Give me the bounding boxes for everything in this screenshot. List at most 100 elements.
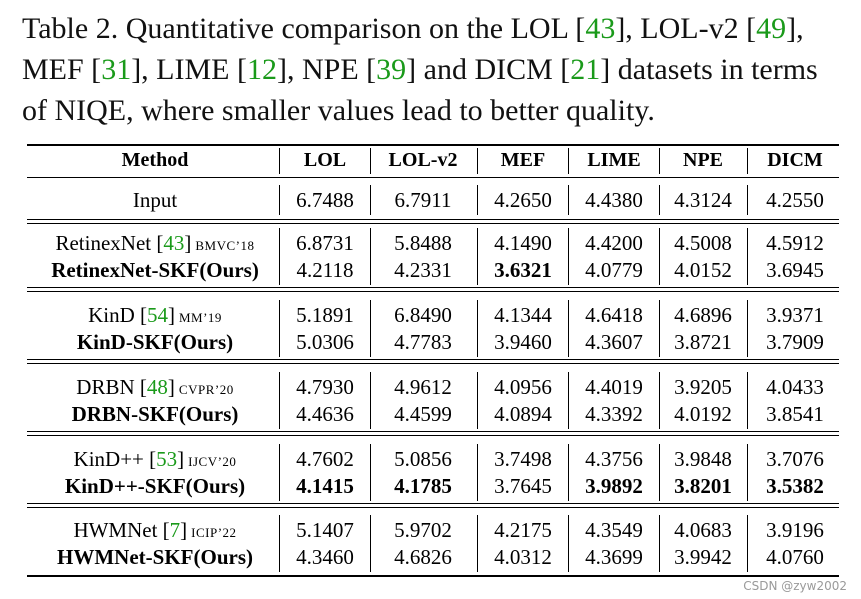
citation-link[interactable]: 39	[376, 53, 407, 86]
value-cell: 4.3460	[296, 545, 354, 569]
column-divider	[659, 300, 660, 357]
venue-label: CVPR’20	[178, 382, 234, 397]
method-name: KinD++	[73, 447, 144, 471]
column-divider	[568, 372, 569, 429]
value-cell: 3.7645	[494, 474, 552, 498]
column-divider	[659, 444, 660, 501]
column-divider	[279, 444, 280, 501]
column-divider	[747, 444, 748, 501]
citation-link[interactable]: 7	[169, 518, 181, 542]
value-cell: 4.6896	[674, 303, 732, 327]
value-cell: 4.1490	[494, 231, 552, 255]
column-divider	[568, 228, 569, 285]
column-divider	[477, 372, 478, 429]
method-cell: RetinexNet [43] BMVC’18	[55, 231, 255, 255]
column-divider	[279, 185, 280, 215]
value-cell: 3.7076	[766, 447, 824, 471]
value-cell: 4.9612	[394, 375, 452, 399]
column-header: LIME	[587, 149, 641, 171]
column-divider	[370, 300, 371, 357]
citation-link[interactable]: 49	[756, 12, 787, 45]
caption-fragment: ], MEF [	[22, 12, 804, 86]
venue-label: MM’19	[178, 310, 222, 325]
column-header: LOL	[303, 149, 347, 171]
citation-link[interactable]: 48	[146, 375, 168, 399]
value-cell: 3.6945	[766, 258, 824, 282]
value-cell: 3.9196	[766, 518, 824, 542]
value-cell: 4.4019	[585, 375, 643, 399]
column-header: NPE	[683, 149, 723, 171]
venue-label: ICIP’22	[191, 525, 237, 540]
caption-fragment: ], LOL-v2 [	[615, 12, 757, 45]
column-divider	[279, 148, 280, 174]
column-divider	[370, 185, 371, 215]
column-divider	[370, 148, 371, 174]
value-cell: 5.9702	[394, 518, 452, 542]
caption-fragment: ] and DICM [	[406, 53, 571, 86]
value-cell: 6.7488	[296, 188, 354, 212]
column-header: DICM	[767, 149, 823, 171]
table-rule	[27, 291, 839, 292]
column-divider	[279, 372, 280, 429]
value-cell: 4.2118	[296, 258, 354, 282]
value-cell: 4.0956	[494, 375, 552, 399]
value-cell: 4.3392	[585, 402, 643, 426]
method-name: DRBN-SKF(Ours)	[71, 402, 239, 426]
column-header: MEF	[500, 149, 546, 171]
table-rule	[27, 503, 839, 504]
table-rule	[27, 359, 839, 360]
value-cell: 3.5382	[766, 474, 824, 498]
value-cell: 4.4636	[296, 402, 354, 426]
citation-link[interactable]: 31	[101, 53, 132, 86]
value-cell: 3.9942	[674, 545, 732, 569]
citation-link[interactable]: 21	[570, 53, 601, 86]
column-divider	[747, 372, 748, 429]
value-cell: 3.7498	[494, 447, 552, 471]
value-cell: 6.7911	[394, 188, 452, 212]
citation-link[interactable]: 12	[246, 53, 277, 86]
value-cell: 4.0894	[494, 402, 552, 426]
citation-link[interactable]: 43	[163, 231, 185, 255]
method-cell: KinD++ [53] IJCV’20	[73, 447, 237, 471]
column-divider	[477, 228, 478, 285]
method-name: KinD-SKF(Ours)	[76, 330, 234, 354]
column-divider	[568, 185, 569, 215]
column-divider	[568, 444, 569, 501]
value-cell: 5.0856	[394, 447, 452, 471]
table-rule	[27, 435, 839, 436]
value-cell: 4.0683	[674, 518, 732, 542]
caption-text: Quantitative comparison on the LOL [43],…	[22, 12, 818, 127]
column-header: Method	[121, 149, 189, 171]
value-cell: 5.1407	[296, 518, 354, 542]
method-name: KinD++-SKF(Ours)	[64, 474, 246, 498]
method-cell: RetinexNet-SKF(Ours)	[30, 257, 280, 283]
citation-link[interactable]: 53	[156, 447, 178, 471]
value-cell: 5.8488	[394, 231, 452, 255]
method-cell: DRBN [48] CVPR’20	[76, 375, 234, 399]
column-divider	[477, 185, 478, 215]
method-name: Input	[132, 188, 178, 212]
value-cell: 4.0312	[494, 545, 552, 569]
column-divider	[659, 515, 660, 572]
column-divider	[659, 228, 660, 285]
value-cell: 4.3699	[585, 545, 643, 569]
table-rule	[27, 287, 839, 288]
value-cell: 4.0433	[766, 375, 824, 399]
citation-link[interactable]: 43	[585, 12, 616, 45]
table-rule	[27, 507, 839, 508]
value-cell: 4.5008	[674, 231, 732, 255]
citation-link[interactable]: 54	[146, 303, 168, 327]
column-divider	[477, 444, 478, 501]
value-cell: 4.4599	[394, 402, 452, 426]
value-cell: 4.7930	[296, 375, 354, 399]
column-divider	[747, 515, 748, 572]
column-divider	[747, 148, 748, 174]
value-cell: 4.7783	[394, 330, 452, 354]
value-cell: 4.0152	[674, 258, 732, 282]
value-cell: 3.9205	[674, 375, 732, 399]
value-cell: 3.6321	[494, 258, 552, 282]
method-cell: HWMNet [7] ICIP’22	[73, 518, 237, 542]
value-cell: 5.0306	[296, 330, 354, 354]
value-cell: 4.3607	[585, 330, 643, 354]
value-cell: 4.1415	[296, 474, 354, 498]
